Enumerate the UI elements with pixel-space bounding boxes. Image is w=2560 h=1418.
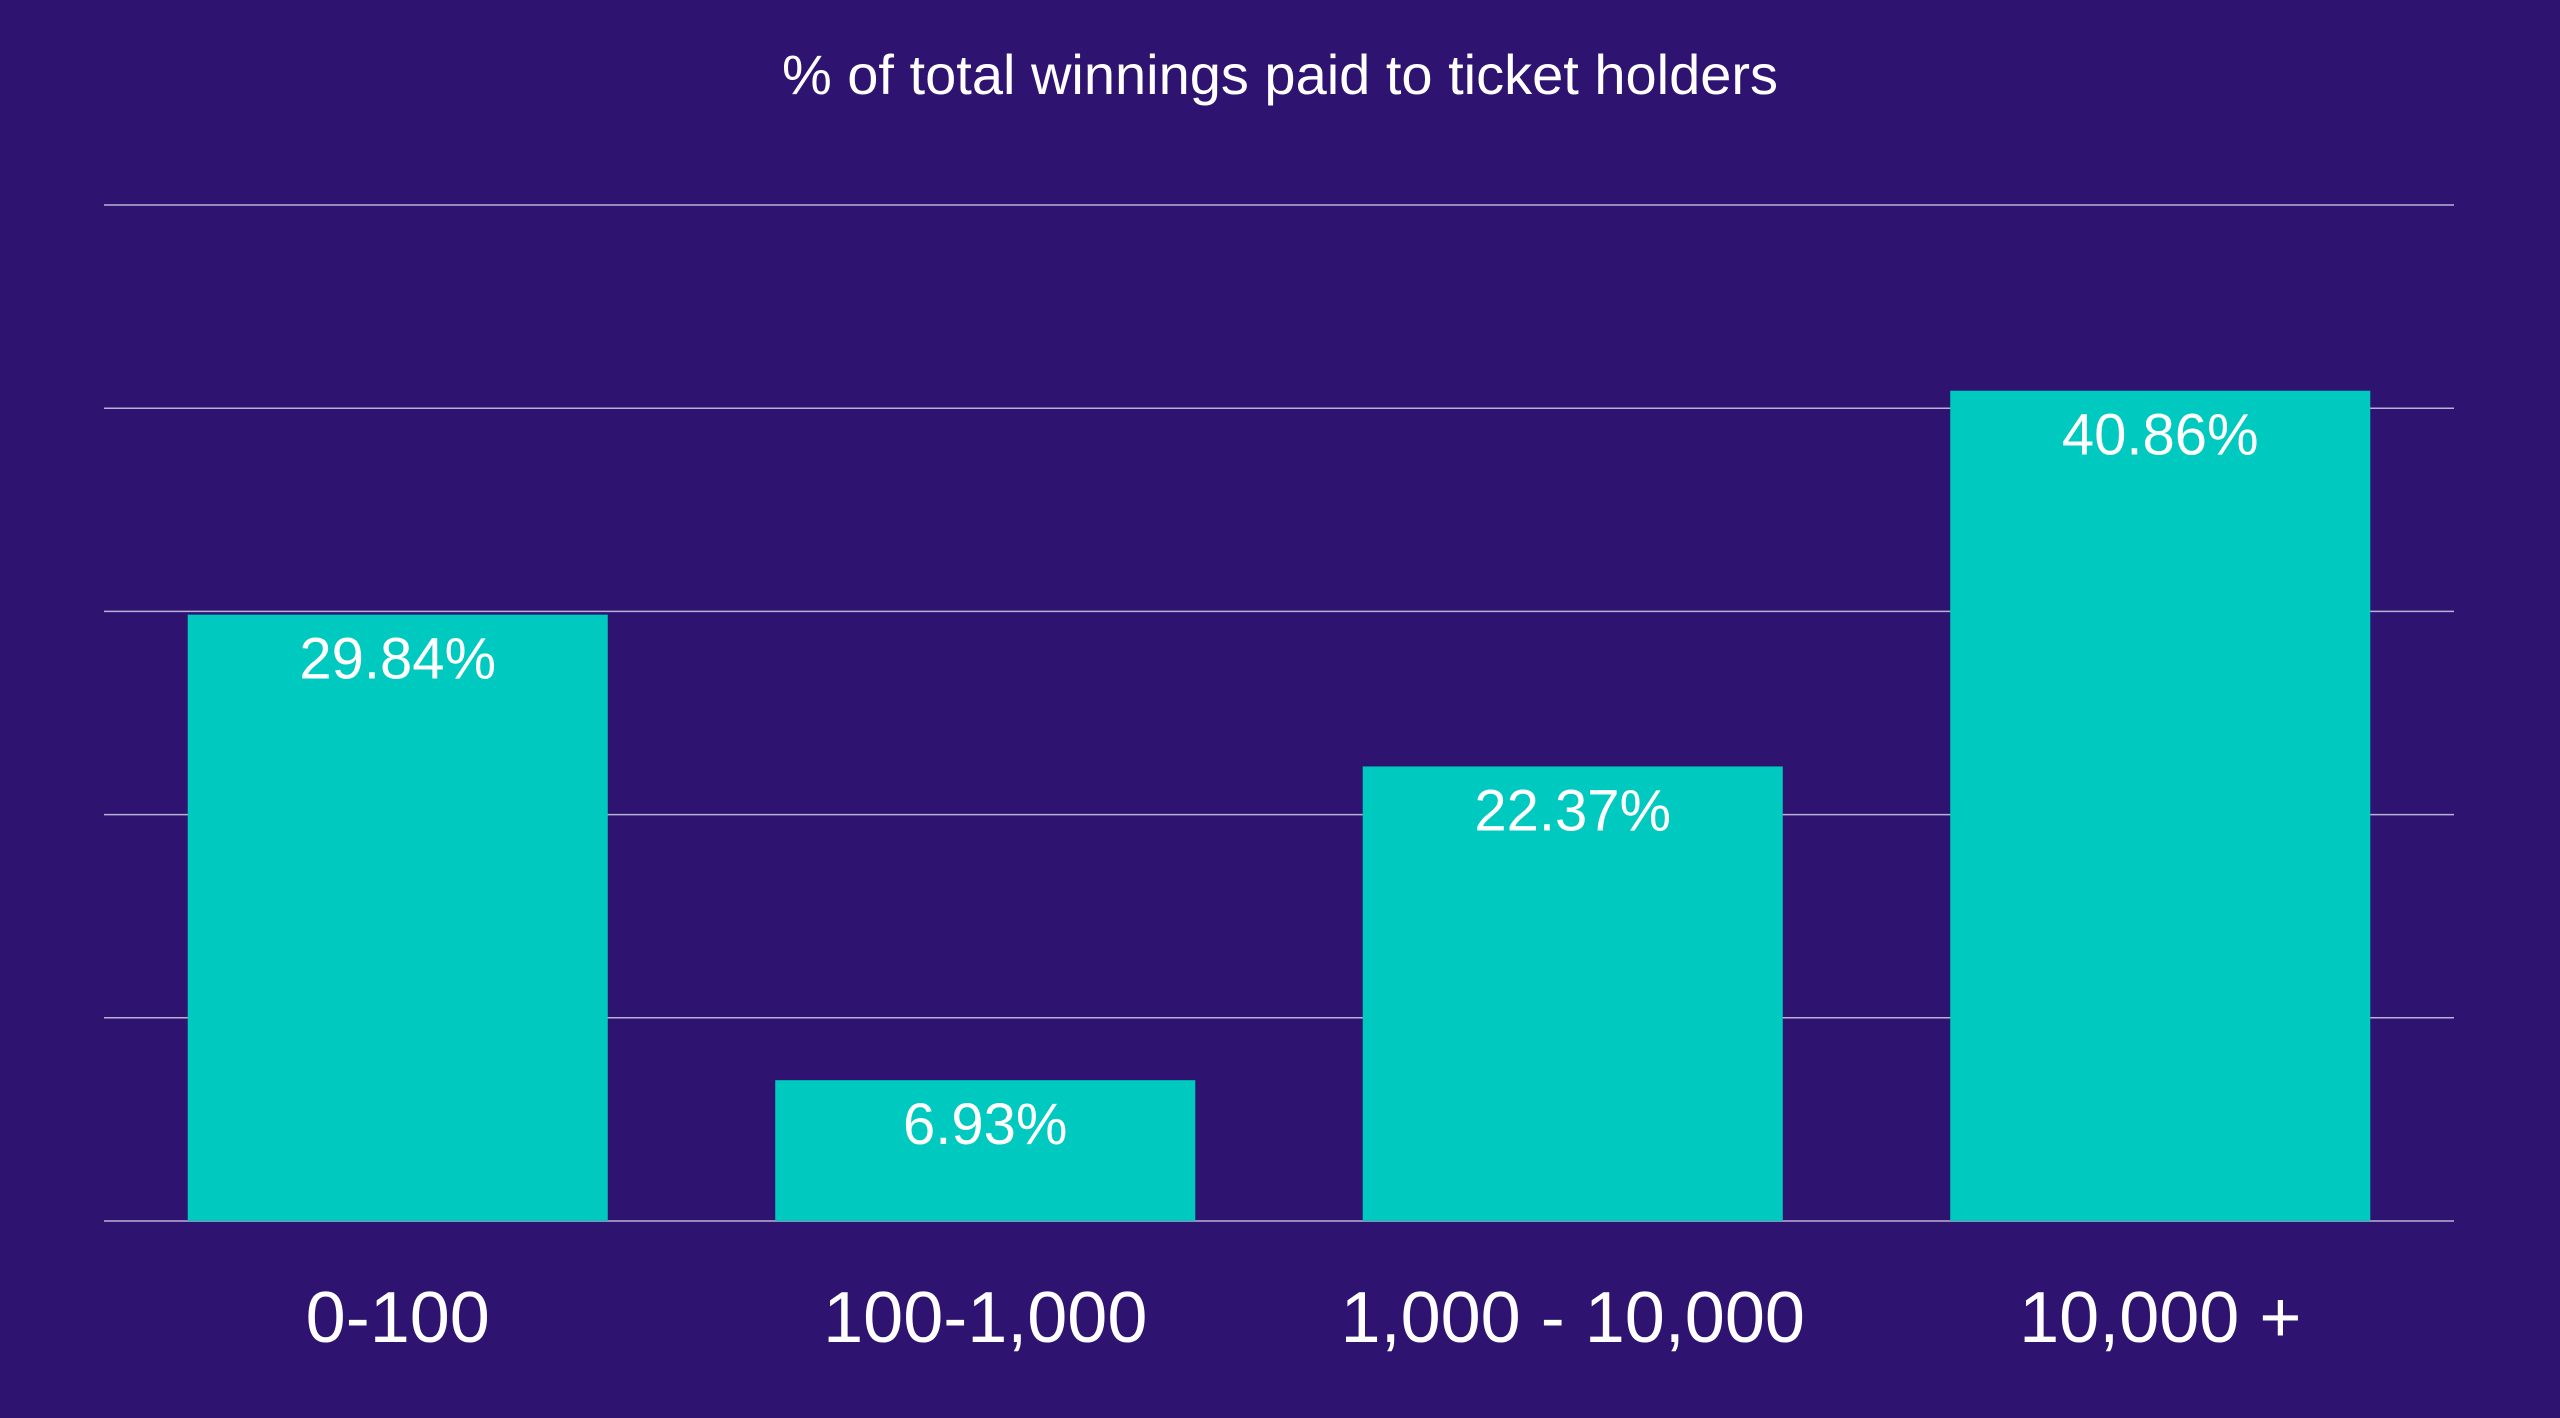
x-axis-tick-labels: 0-100 100-1,000 1,000 - 10,000 10,000 +: [306, 1278, 2302, 1358]
chart-title: % of total winnings paid to ticket holde…: [782, 43, 1778, 106]
data-label: 6.93%: [903, 1092, 1067, 1157]
data-label: 22.37%: [1474, 778, 1671, 843]
data-label: 40.86%: [2062, 403, 2259, 468]
data-labels: 29.84% 6.93% 22.37% 40.86%: [299, 403, 2258, 1157]
x-tick-label: 100-1,000: [823, 1278, 1147, 1358]
x-tick-label: 10,000 +: [2019, 1278, 2301, 1358]
data-label: 29.84%: [299, 627, 496, 692]
bar: [1950, 390, 2371, 1221]
bar: [187, 614, 608, 1221]
bar: [1362, 766, 1783, 1221]
bars: [187, 390, 2371, 1221]
bar: [775, 1080, 1196, 1221]
x-tick-label: 0-100: [306, 1278, 490, 1358]
x-tick-label: 1,000 - 10,000: [1341, 1278, 1805, 1358]
